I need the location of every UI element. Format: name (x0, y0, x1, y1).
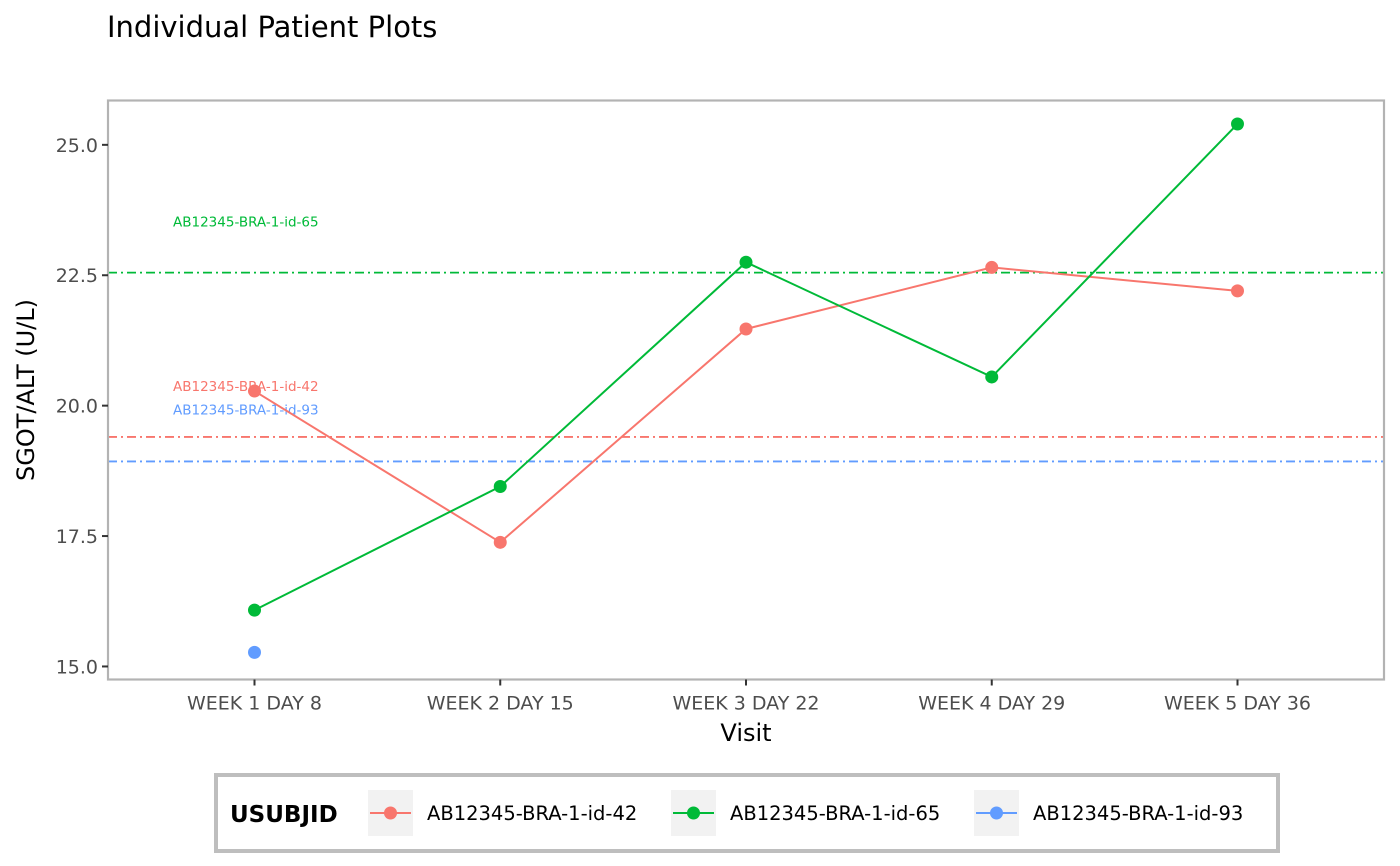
legend-item-label: AB12345-BRA-1-id-65 (730, 802, 940, 825)
x-tick-label: WEEK 4 DAY 29 (918, 693, 1065, 715)
data-point (739, 255, 753, 269)
data-point (985, 370, 999, 384)
x-tick-label: WEEK 3 DAY 22 (672, 693, 819, 715)
x-tick-label: WEEK 2 DAY 15 (427, 693, 574, 715)
data-point (248, 603, 261, 617)
series-line (254, 123, 1239, 612)
reference-line-label: AB12345-BRA-1-id-93 (173, 402, 319, 418)
data-point (248, 645, 261, 659)
x-tick-label: WEEK 5 DAY 36 (1164, 693, 1311, 715)
series-line (253, 266, 1238, 544)
data-point (493, 535, 507, 549)
data-point (739, 322, 753, 336)
y-tick-label: 22.5 (56, 265, 98, 287)
legend-title: USUBJID (230, 802, 338, 828)
x-axis-title: Visit (720, 719, 771, 747)
legend-key-point (384, 806, 397, 820)
reference-line-label: AB12345-BRA-1-id-65 (173, 215, 319, 231)
y-axis-title: SGOT/ALT (U/L) (12, 299, 40, 481)
legend-item-label: AB12345-BRA-1-id-93 (1033, 802, 1243, 825)
chart-title: Individual Patient Plots (107, 10, 437, 44)
x-tick-label: WEEK 1 DAY 8 (187, 693, 322, 715)
data-point (1231, 284, 1244, 298)
legend-item-label: AB12345-BRA-1-id-42 (427, 802, 637, 825)
x-axis: WEEK 1 DAY 8 WEEK 2 DAY 15 WEEK 3 DAY 22 WE… (187, 679, 1311, 715)
data-point (985, 260, 999, 274)
legend-key-point (990, 806, 1003, 820)
legend-key-point (687, 806, 700, 820)
legend: USUBJID AB12345-BRA-1-id-42 AB12345-BRA-1… (214, 773, 1280, 853)
y-tick-label: 25.0 (56, 135, 98, 157)
plot-area: AB12345-BRA-1-id-42 AB12345-BRA-1-id-65 AB… (108, 117, 1384, 659)
y-tick-label: 17.5 (56, 526, 98, 548)
data-point (1231, 117, 1244, 131)
y-tick-label: 15.0 (56, 656, 98, 678)
reference-line-label: AB12345-BRA-1-id-42 (173, 379, 319, 395)
y-axis: 15.0 17.5 20.0 22.5 25.0 (56, 135, 108, 678)
data-point (493, 480, 507, 493)
data-point (248, 384, 261, 398)
y-tick-label: 20.0 (56, 396, 98, 418)
